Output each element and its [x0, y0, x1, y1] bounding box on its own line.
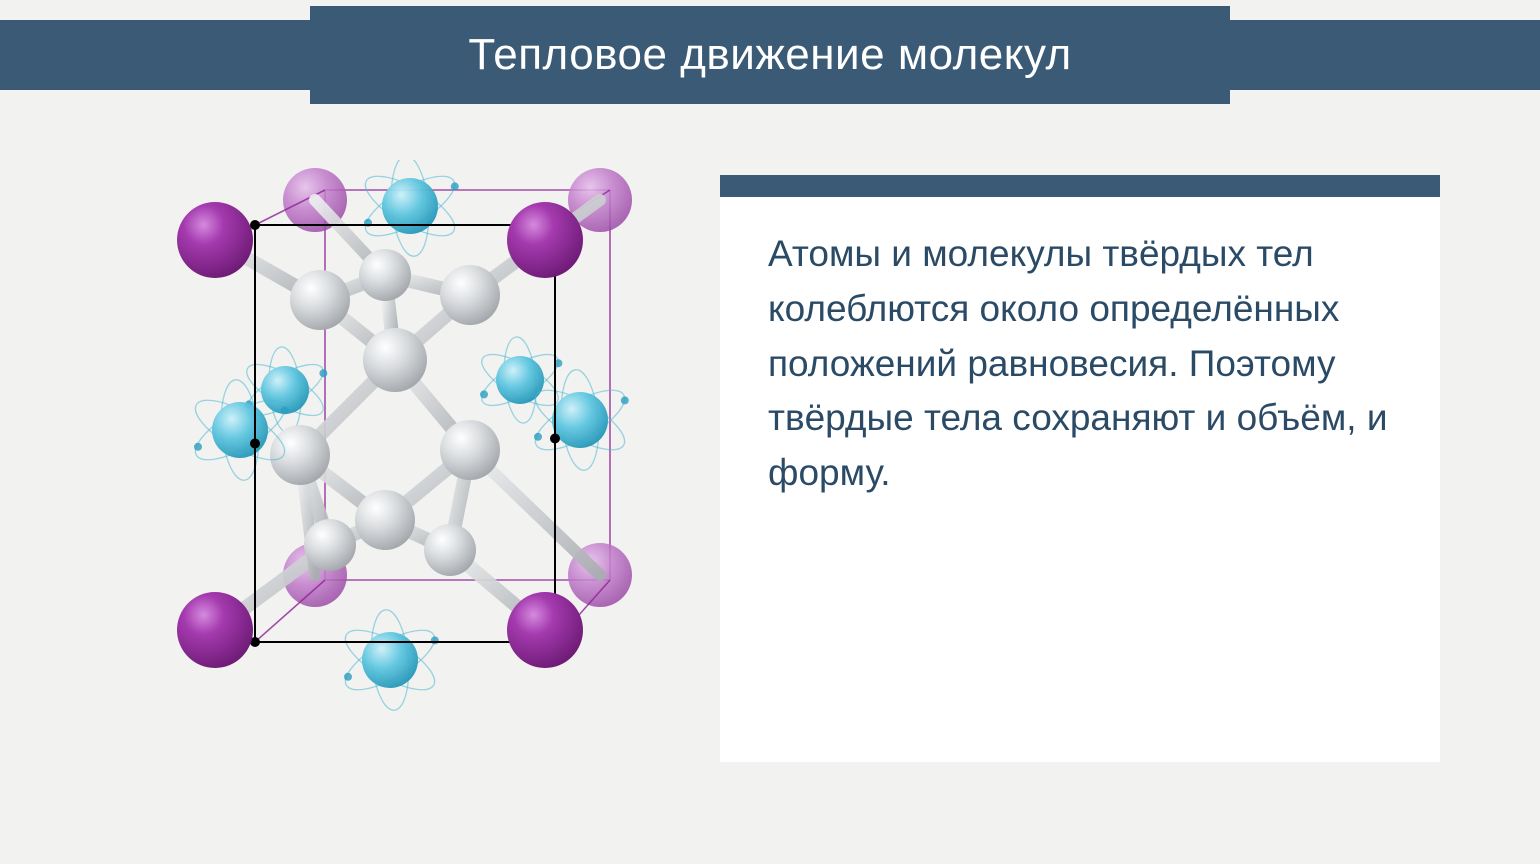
- title-box: Тепловое движение молекул: [310, 6, 1230, 104]
- slide-title: Тепловое движение молекул: [468, 30, 1071, 80]
- text-card: Атомы и молекулы твёрдых тел колеблются …: [720, 197, 1440, 762]
- molecular-lattice-diagram: [120, 160, 680, 800]
- text-card-stripe: [720, 175, 1440, 197]
- slide-body-text: Атомы и молекулы твёрдых тел колеблются …: [768, 227, 1392, 501]
